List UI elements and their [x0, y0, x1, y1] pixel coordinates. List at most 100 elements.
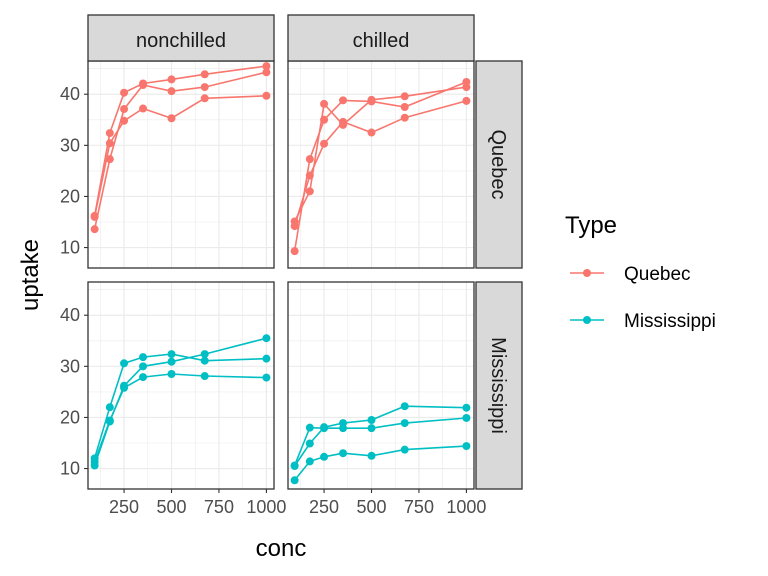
panel-background [288, 61, 474, 268]
data-point [200, 83, 209, 92]
data-point [320, 99, 329, 108]
data-point [262, 62, 271, 71]
strip-background [287, 14, 475, 62]
data-point [339, 424, 348, 433]
data-point [462, 442, 471, 451]
data-point [105, 403, 114, 412]
data-point [262, 373, 271, 382]
data-point [400, 402, 409, 411]
column-strip-nonchilled: nonchilled [87, 14, 275, 62]
y-tick-label: 40 [60, 84, 80, 104]
panel-mississippi-chilled [287, 281, 475, 490]
panel-mississippi-nonchilled [87, 281, 275, 490]
axes: 10 20 30 40 10 20 30 40 250 500 750 1000 250 500 750 10… [60, 84, 486, 517]
data-point [462, 413, 471, 422]
data-point [305, 439, 314, 448]
data-point [167, 114, 176, 123]
legend-key-point [583, 269, 591, 277]
data-point [139, 353, 148, 362]
data-point [462, 403, 471, 412]
data-point [200, 356, 209, 365]
data-point [120, 105, 129, 114]
data-point [290, 461, 299, 470]
panel-quebec-nonchilled [87, 60, 275, 269]
data-point [262, 334, 271, 343]
data-point [400, 92, 409, 101]
strip-background [475, 60, 523, 269]
panel-border [287, 281, 475, 490]
data-point [320, 424, 329, 433]
legend-label-quebec: Quebec [624, 264, 691, 285]
data-point [367, 416, 376, 424]
data-point [262, 91, 271, 100]
data-point [320, 452, 329, 461]
strip-background [87, 14, 275, 62]
strip-label-mississippi: Mississippi [487, 337, 509, 434]
data-point [367, 424, 376, 433]
data-point [290, 247, 299, 256]
data-point [105, 129, 114, 138]
y-axis-title: uptake [17, 239, 44, 311]
x-tick-label: 500 [356, 497, 386, 517]
panel-background [88, 282, 274, 489]
data-point [167, 357, 176, 366]
x-tick-label: 750 [404, 497, 434, 517]
row-strip-mississippi: Mississippi [475, 281, 523, 490]
x-tick-label: 1000 [246, 497, 286, 517]
data-point [200, 372, 209, 381]
data-point [400, 419, 409, 428]
data-point [305, 457, 314, 466]
data-point [400, 103, 409, 111]
data-point [339, 449, 348, 458]
strip-background [475, 281, 523, 490]
data-point [400, 113, 409, 122]
column-strip-chilled: chilled [287, 14, 475, 62]
data-point [120, 383, 129, 392]
legend: Type Quebec Mississippi [565, 212, 716, 332]
y-tick-label: 30 [60, 356, 80, 376]
panel-background [288, 282, 474, 489]
data-point [305, 187, 314, 196]
data-point [367, 451, 376, 460]
data-point [462, 83, 471, 92]
x-tick-label: 250 [109, 497, 139, 517]
data-point [290, 217, 299, 226]
data-point [105, 416, 114, 425]
row-strip-quebec: Quebec [475, 60, 523, 269]
legend-item-mississippi: Mississippi [570, 311, 716, 332]
y-tick-label: 10 [60, 459, 80, 479]
data-point [90, 457, 99, 466]
legend-item-quebec: Quebec [570, 264, 691, 285]
y-tick-label: 20 [60, 186, 80, 206]
data-point [400, 445, 409, 454]
data-point [139, 373, 148, 382]
data-point [200, 70, 209, 79]
data-point [90, 225, 99, 234]
data-point [90, 211, 99, 220]
x-tick-label: 1000 [446, 497, 486, 517]
data-point [262, 68, 271, 77]
x-tick-label: 500 [156, 497, 186, 517]
data-point [320, 139, 329, 148]
data-point [139, 79, 148, 88]
data-point [339, 96, 348, 105]
panel-background [88, 61, 274, 268]
data-point [139, 362, 148, 371]
data-point [120, 88, 129, 97]
panel-border [87, 281, 275, 490]
data-point [367, 95, 376, 104]
panel-quebec-chilled [287, 60, 475, 269]
y-tick-label: 20 [60, 407, 80, 427]
data-point [167, 350, 176, 359]
legend-key-point [583, 316, 591, 324]
data-point [367, 128, 376, 137]
data-point [120, 359, 129, 368]
data-point [200, 94, 209, 103]
data-point [167, 87, 176, 96]
data-point [262, 354, 271, 363]
y-tick-label: 30 [60, 135, 80, 155]
x-tick-label: 250 [309, 497, 339, 517]
data-point [305, 155, 314, 164]
strip-label-nonchilled: nonchilled [136, 30, 226, 52]
